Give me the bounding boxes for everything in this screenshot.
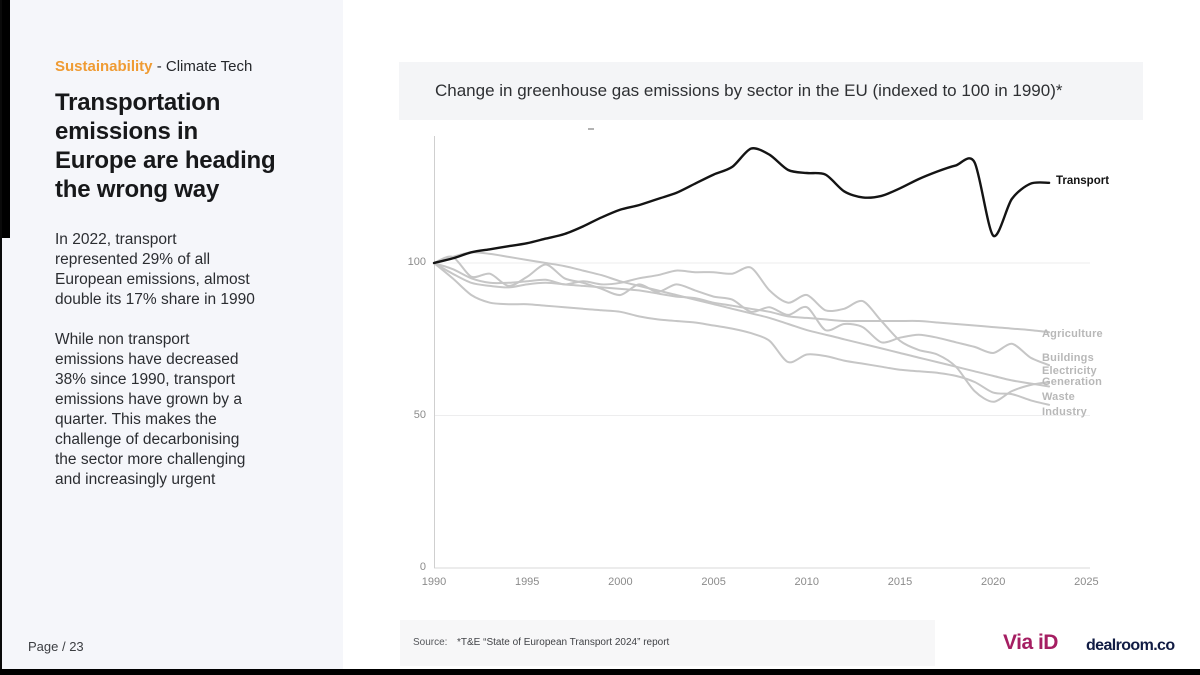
chart-dash-mark [588, 128, 594, 130]
series-label-transport: Transport [1056, 175, 1110, 187]
series-label-waste: Waste [1042, 391, 1075, 403]
source-text: *T&E “State of European Transport 2024” … [457, 637, 670, 648]
sidebar-panel: Sustainability - Climate Tech Transporta… [0, 0, 343, 675]
page-number: Page / 23 [28, 639, 84, 654]
series-line-transport [432, 147, 1051, 265]
dealroom-logo: dealroom.co [1086, 637, 1175, 654]
chart-title-band: Change in greenhouse gas emissions by se… [399, 62, 1143, 120]
left-edge-bar [0, 0, 10, 238]
x-tick-2015: 2015 [887, 576, 913, 588]
y-tick-50: 50 [413, 408, 426, 421]
series-line-industry [433, 262, 1051, 406]
source-band: Source: *T&E “State of European Transpor… [400, 620, 935, 666]
category-highlight: Sustainability [55, 58, 153, 75]
left-edge-line [0, 0, 2, 675]
body-paragraph-2: While non transport emissions have decre… [55, 331, 246, 488]
body-paragraph-1: In 2022, transport represented 29% of al… [55, 231, 255, 308]
x-tick-2025: 2025 [1074, 576, 1099, 588]
category-rest: - Climate Tech [152, 58, 253, 75]
series-line-agriculture [433, 262, 1051, 334]
source-label: Source: [413, 637, 448, 648]
x-tick-1990: 1990 [421, 576, 447, 588]
y-tick-0: 0 [419, 561, 426, 573]
x-tick-2020: 2020 [980, 576, 1006, 588]
category-eyebrow: Sustainability - Climate Tech [55, 58, 252, 75]
x-tick-2010: 2010 [794, 576, 820, 588]
series-label-agriculture: Agriculture [1042, 328, 1103, 340]
series-line-electricity-generation [433, 262, 1051, 403]
series-line-waste [433, 251, 1051, 388]
series-line-buildings [433, 255, 1051, 367]
viaid-logo: Via iD [1003, 631, 1058, 654]
x-tick-1995: 1995 [514, 576, 540, 588]
series-label-industry: Industry [1042, 406, 1087, 418]
x-tick-2005: 2005 [701, 576, 726, 588]
x-tick-2000: 2000 [608, 576, 633, 588]
y-tick-100: 100 [407, 256, 426, 268]
bottom-edge-bar [0, 669, 1200, 675]
slide-title: Transportation emissions in Europe are h… [55, 89, 276, 203]
chart-title: Change in greenhouse gas emissions by se… [435, 81, 1063, 100]
series-label-buildings: Buildings [1042, 352, 1094, 364]
series-label-electricity-generation: Electricity Generation [1042, 365, 1103, 388]
